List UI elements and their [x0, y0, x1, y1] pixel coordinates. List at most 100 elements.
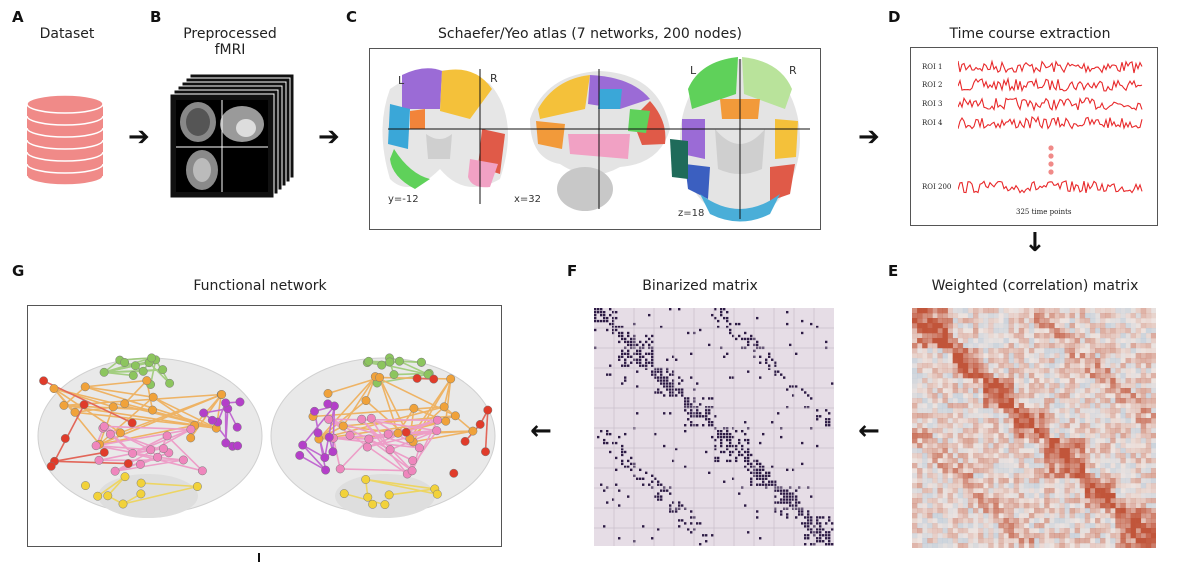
arrow-a-to-b: ➔	[128, 122, 150, 152]
atlas-left-label-1: L	[398, 74, 405, 87]
coord-axial: z=18	[678, 208, 705, 219]
network-node	[345, 430, 355, 440]
network-node	[412, 373, 422, 383]
network-node	[335, 464, 345, 474]
panel-e-title: Weighted (correlation) matrix	[931, 278, 1139, 294]
roi-trace	[958, 76, 1143, 93]
network-node	[298, 440, 308, 450]
network-node	[146, 445, 156, 455]
panel-a-letter: A	[12, 8, 24, 26]
network-node	[94, 455, 104, 465]
network-node	[93, 491, 103, 501]
panel-c-letter: C	[346, 8, 358, 26]
network-node	[197, 466, 207, 476]
network-node	[120, 358, 130, 367]
network-node	[136, 489, 146, 499]
network-node	[159, 444, 168, 454]
time-points-label: 325 time points	[1016, 208, 1072, 216]
panel-c-title: Schaefer/Yeo atlas (7 networks, 200 node…	[437, 26, 742, 42]
network-node	[217, 390, 227, 399]
network-node	[118, 499, 128, 509]
network-node	[339, 489, 349, 499]
panel-a-title: Dataset	[39, 26, 95, 42]
fmri-volume-stack	[169, 73, 295, 199]
network-node	[103, 491, 113, 501]
atlas-right-label-1: R	[490, 72, 498, 85]
network-node	[99, 367, 109, 377]
network-node	[127, 418, 137, 428]
network-node	[60, 434, 70, 443]
network-node	[364, 356, 374, 366]
network-node	[450, 411, 460, 421]
network-node	[165, 378, 175, 388]
network-node	[313, 428, 323, 438]
panel-b-title: Preprocessed fMRI	[183, 26, 277, 58]
dataset-database-icon	[26, 94, 104, 186]
network-node	[328, 447, 338, 457]
network-node	[162, 431, 172, 441]
network-node	[221, 438, 231, 448]
network-node	[49, 384, 59, 394]
network-node	[483, 405, 493, 415]
network-node	[232, 422, 242, 432]
network-node	[148, 405, 157, 415]
network-node	[70, 407, 80, 417]
network-node	[338, 421, 348, 431]
roi-trace	[958, 59, 1143, 74]
network-node	[401, 427, 411, 437]
network-node	[366, 413, 376, 423]
network-node	[310, 406, 319, 416]
network-node	[439, 402, 449, 412]
network-node	[446, 374, 456, 384]
network-node	[186, 433, 196, 443]
network-node	[377, 360, 387, 370]
network-node	[324, 414, 334, 424]
network-node	[385, 357, 395, 367]
network-node	[39, 376, 49, 386]
panel-f-title: Binarized matrix	[642, 278, 758, 294]
coord-sagittal: x=32	[514, 194, 542, 205]
network-node	[136, 478, 146, 488]
correlation-matrix	[912, 308, 1156, 548]
roi-label-3: ROI 3	[922, 100, 943, 108]
roi-label-200: ROI 200	[922, 183, 952, 191]
network-node	[81, 481, 90, 491]
network-node	[414, 443, 424, 453]
roi-label-1: ROI 1	[922, 63, 943, 71]
network-node	[364, 434, 374, 444]
functional-network-brains	[37, 353, 496, 518]
network-node	[153, 452, 163, 462]
roi-trace	[958, 180, 1143, 194]
network-node	[128, 371, 138, 380]
network-node	[323, 399, 333, 409]
roi-label-4: ROI 4	[922, 119, 943, 127]
network-node	[320, 453, 330, 463]
network-node	[368, 499, 378, 509]
network-node	[380, 500, 390, 510]
network-node	[186, 424, 196, 434]
network-node	[321, 465, 331, 475]
arrow-e-to-f: ←	[858, 416, 880, 446]
network-node	[148, 392, 158, 402]
panel-f-letter: F	[567, 262, 578, 280]
network-node	[384, 490, 394, 500]
panel-g-letter: G	[12, 262, 25, 280]
network-node	[432, 426, 442, 436]
panel-d-letter: D	[888, 8, 901, 26]
network-node	[385, 445, 395, 455]
network-node	[158, 365, 168, 375]
network-node	[99, 421, 109, 431]
network-node	[59, 400, 69, 410]
network-node	[110, 466, 120, 476]
atlas-left-label-2: L	[690, 64, 697, 77]
network-node	[362, 442, 372, 452]
network-node	[91, 441, 101, 451]
network-node	[147, 353, 157, 363]
network-node	[449, 468, 459, 478]
arrow-d-to-e: ↓	[1024, 228, 1046, 258]
atlas-brain-slices	[382, 57, 810, 222]
network-node	[363, 492, 373, 502]
network-node	[361, 396, 371, 406]
network-node	[375, 373, 385, 382]
network-node	[138, 366, 148, 376]
